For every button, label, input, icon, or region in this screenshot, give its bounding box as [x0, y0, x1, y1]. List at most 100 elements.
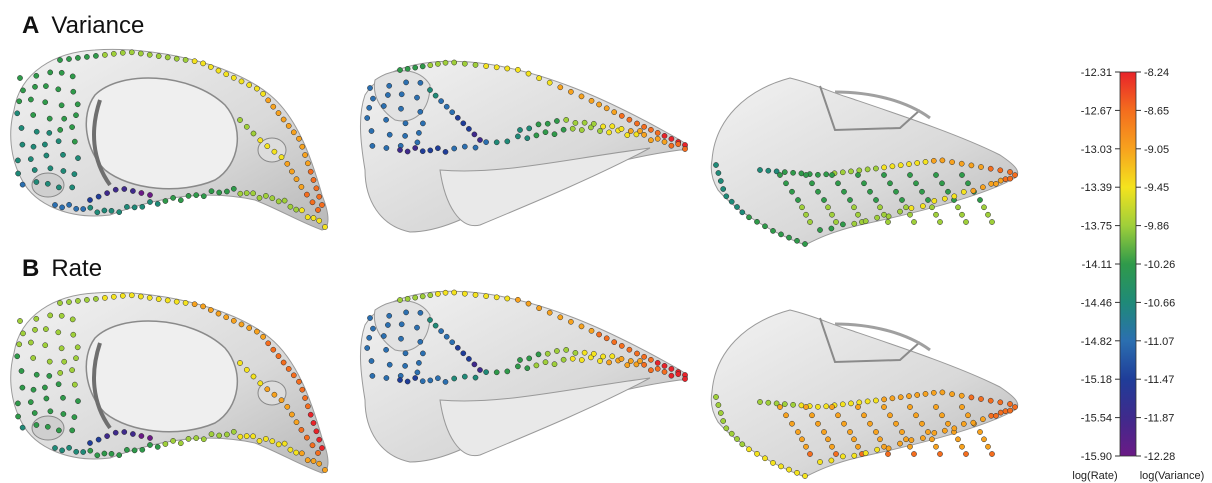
skull-dorsal-b — [359, 289, 688, 463]
landmark-dot — [981, 436, 987, 443]
landmark-dot — [404, 148, 411, 155]
landmark-dot — [449, 339, 456, 346]
landmark-dot — [182, 300, 189, 306]
landmark-dot — [786, 234, 792, 241]
skull-lateral-a — [10, 48, 329, 231]
skull-ventral-a — [710, 77, 1019, 247]
landmark-dot — [821, 429, 827, 435]
landmark-dot — [715, 170, 722, 176]
landmark-dot — [471, 361, 478, 368]
landmark-dot — [881, 404, 887, 410]
landmark-dot — [795, 197, 801, 203]
landmark-dot — [881, 396, 887, 403]
landmark-dot — [414, 139, 421, 146]
landmark-dot — [728, 430, 735, 437]
landmark-dot — [803, 443, 809, 450]
landmark-dot — [185, 193, 192, 199]
colorbar-right-tick-label: -11.87 — [1144, 413, 1174, 425]
landmark-dot — [304, 457, 311, 464]
landmark-dot — [200, 193, 207, 200]
landmark-dot — [435, 61, 441, 67]
landmark-dot — [87, 204, 94, 211]
landmark-dot — [885, 213, 892, 220]
landmark-dot — [215, 310, 222, 317]
landmark-dot — [60, 411, 67, 417]
landmark-dot — [285, 366, 292, 372]
landmark-dot — [533, 362, 540, 369]
landmark-dot — [420, 350, 426, 357]
landmark-dot — [110, 50, 117, 57]
landmark-dot — [386, 131, 393, 138]
landmark-dot — [73, 112, 79, 119]
landmark-dot — [404, 295, 411, 302]
landmark-dot — [281, 197, 288, 204]
landmark-dot — [790, 169, 796, 176]
landmark-dot — [43, 83, 49, 89]
landmark-dot — [15, 170, 21, 177]
landmark-dot — [55, 381, 62, 388]
landmark-dot — [861, 412, 867, 419]
landmark-dot — [477, 367, 483, 373]
landmark-dot — [112, 429, 119, 436]
landmark-dot — [147, 442, 153, 448]
landmark-dot — [316, 193, 323, 200]
landmark-dot — [95, 436, 102, 443]
colorbar-left-tick-label: -15.18 — [1081, 374, 1112, 386]
landmark-dot — [1012, 404, 1018, 410]
landmark-dot — [101, 450, 108, 457]
landmark-dot — [720, 186, 727, 192]
landmark-dot — [299, 207, 305, 214]
panel-b-label: Rate — [51, 255, 103, 282]
landmark-dot — [828, 225, 835, 232]
landmark-dot — [16, 341, 23, 348]
landmark-dot — [94, 209, 101, 216]
landmark-dot — [280, 116, 287, 123]
landmark-dot — [33, 422, 40, 428]
landmark-dot — [560, 126, 567, 133]
landmark-dot — [17, 75, 23, 81]
landmark-dot — [264, 143, 271, 150]
landmark-dot — [535, 121, 542, 128]
landmark-dot — [313, 428, 320, 435]
landmark-dot — [734, 436, 740, 442]
landmark-dot — [955, 436, 961, 443]
landmark-dot — [799, 204, 805, 211]
landmark-dot — [55, 329, 62, 336]
landmark-dot — [569, 355, 576, 362]
landmark-dot — [275, 110, 282, 116]
landmark-dot — [19, 181, 26, 188]
landmark-dot — [128, 49, 135, 56]
landmark-dot — [33, 371, 40, 378]
landmark-dot — [654, 365, 661, 372]
colorbar-right-tick-label: -12.28 — [1144, 451, 1175, 463]
landmark-dot — [58, 102, 65, 109]
landmark-dot — [789, 188, 795, 195]
landmark-dot — [316, 436, 323, 443]
landmark-dot — [881, 164, 887, 171]
landmark-dot — [138, 433, 145, 439]
skull-ventral-b — [710, 309, 1019, 479]
landmark-dot — [472, 374, 479, 381]
landmark-dot — [74, 101, 81, 108]
landmark-dot — [945, 188, 951, 195]
landmark-dot — [873, 397, 879, 404]
landmark-dot — [930, 157, 937, 164]
landmark-dot — [55, 138, 62, 145]
landmark-dot — [397, 147, 403, 153]
landmark-dot — [933, 172, 939, 178]
landmark-dot — [925, 197, 931, 203]
landmark-dot — [877, 436, 883, 443]
landmark-dot — [661, 133, 668, 139]
landmark-dot — [52, 445, 58, 451]
landmark-dot — [305, 160, 311, 167]
landmark-dot — [20, 330, 26, 337]
landmark-dot — [572, 120, 579, 126]
landmark-dot — [626, 346, 633, 353]
landmark-dot — [765, 399, 772, 406]
landmark-dot — [46, 358, 53, 365]
landmark-dot — [578, 127, 585, 133]
landmark-dot — [803, 404, 809, 410]
landmark-dot — [963, 219, 969, 225]
landmark-dot — [420, 120, 426, 127]
landmark-dot — [848, 168, 854, 175]
